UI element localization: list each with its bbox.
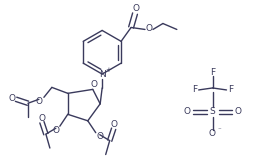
Text: O: O <box>110 120 117 129</box>
Text: O: O <box>9 94 16 103</box>
Text: O: O <box>183 107 190 116</box>
Text: O: O <box>38 114 45 123</box>
Text: O: O <box>132 4 140 13</box>
Text: O: O <box>52 126 59 135</box>
Text: ⁻: ⁻ <box>218 128 221 134</box>
Text: F: F <box>228 85 233 94</box>
Text: O: O <box>35 97 43 106</box>
Text: F: F <box>210 68 215 77</box>
Text: O: O <box>90 80 97 89</box>
Text: O: O <box>208 129 215 138</box>
Text: O: O <box>146 24 152 33</box>
Text: S: S <box>210 107 215 116</box>
Text: N: N <box>99 70 106 79</box>
Text: O: O <box>96 132 103 141</box>
Text: F: F <box>192 85 197 94</box>
Text: O: O <box>235 107 242 116</box>
Text: +: + <box>105 67 111 73</box>
